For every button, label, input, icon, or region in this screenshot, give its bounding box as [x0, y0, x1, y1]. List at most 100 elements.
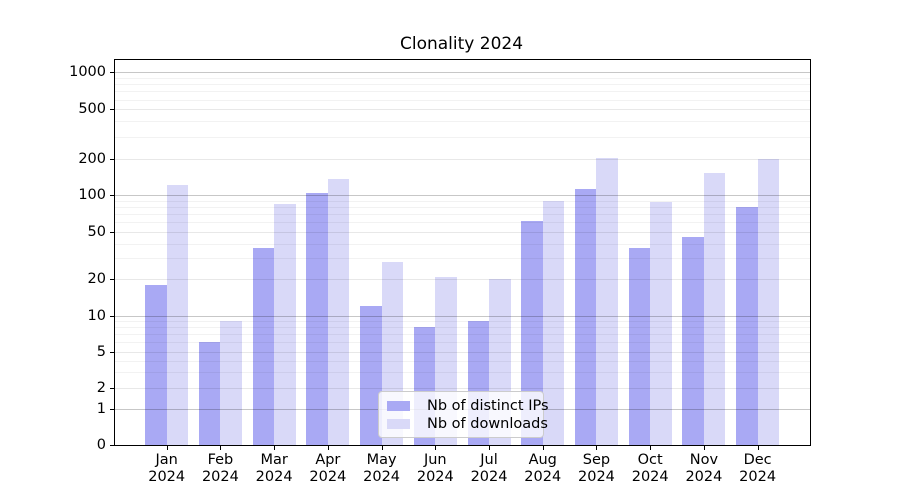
y-tick-label-1000: 1000: [69, 64, 106, 81]
x-tick-label-jan-2024: Jan 2024: [148, 452, 186, 485]
x-tick-label-jul-2024: Jul 2024: [470, 452, 508, 485]
bar-downloads-oct-2024: [650, 202, 672, 445]
x-tick-label-jun-2024: Jun 2024: [416, 452, 454, 485]
x-tick-label-feb-2024: Feb 2024: [201, 452, 239, 485]
gridline-400: [114, 121, 810, 123]
legend-swatch-downloads: [387, 418, 410, 430]
legend-label-distinct-ips: Nb of distinct IPs: [427, 398, 549, 414]
x-tick-mark: [542, 446, 544, 450]
gridline-4: [114, 360, 810, 362]
gridline-200: [114, 159, 810, 160]
y-tick-mark: [109, 388, 114, 390]
gridline-800: [114, 84, 810, 86]
x-tick-mark: [596, 446, 598, 450]
y-tick-mark: [109, 109, 114, 111]
gridline-700: [114, 91, 810, 93]
y-tick-label-100: 100: [78, 187, 106, 204]
bar-ips-apr-2024: [306, 192, 328, 445]
grid-layer: [114, 60, 810, 445]
x-tick-label-aug-2024: Aug 2024: [524, 452, 562, 485]
legend-item-distinct-ips: Nb of distinct IPs: [387, 397, 549, 415]
x-tick-mark: [381, 446, 383, 450]
y-tick-mark: [109, 232, 114, 233]
x-tick-mark: [650, 446, 652, 450]
gridline-6: [114, 342, 810, 344]
y-tick-mark: [109, 445, 114, 446]
bar-downloads-dec-2024: [757, 158, 780, 445]
x-tick-mark: [703, 446, 705, 450]
gridline-3: [114, 372, 810, 374]
y-tick-label-50: 50: [87, 224, 106, 240]
bar-downloads-sep-2024: [596, 157, 618, 445]
legend-item-downloads: Nb of downloads: [387, 415, 548, 433]
gridline-20: [114, 279, 810, 281]
gridline-300: [114, 137, 810, 138]
gridline-70: [114, 214, 810, 216]
legend: Nb of distinct IPs Nb of downloads: [378, 391, 549, 438]
bar-ips-feb-2024: [198, 342, 221, 445]
legend-swatch-distinct-ips: [387, 400, 410, 412]
bar-ips-aug-2024: [521, 220, 543, 445]
bar-ips-oct-2024: [628, 247, 651, 445]
x-tick-mark: [757, 446, 759, 450]
gridline-600: [114, 99, 810, 101]
bar-downloads-jan-2024: [166, 185, 189, 445]
y-tick-label-1: 1: [96, 401, 106, 418]
bar-downloads-apr-2024: [327, 178, 350, 445]
gridline-900: [114, 77, 810, 79]
x-tick-label-apr-2024: Apr 2024: [309, 452, 347, 485]
y-tick-mark: [109, 195, 114, 197]
y-tick-label-2: 2: [96, 380, 106, 397]
x-tick-mark: [274, 446, 276, 450]
gridline-1000: [114, 72, 810, 74]
x-tick-label-sep-2024: Sep 2024: [578, 452, 615, 485]
bar-downloads-aug-2024: [542, 200, 565, 445]
gridline-5: [114, 351, 810, 353]
bar-ips-mar-2024: [252, 247, 275, 445]
x-tick-label-may-2024: May 2024: [363, 452, 401, 485]
bar-downloads-feb-2024: [220, 321, 242, 445]
bar-ips-jan-2024: [145, 284, 167, 445]
gridline-50: [114, 232, 810, 233]
gridline-10: [114, 315, 810, 317]
plot-area: [113, 59, 811, 446]
gridline-500: [114, 109, 810, 111]
bar-downloads-nov-2024: [703, 173, 726, 445]
gridline-30: [114, 258, 810, 260]
bar-ips-may-2024: [360, 306, 382, 445]
legend-label-downloads: Nb of downloads: [427, 416, 548, 432]
gridline-7: [114, 334, 810, 336]
y-tick-label-0: 0: [96, 437, 106, 453]
y-tick-mark: [109, 351, 114, 353]
y-tick-label-5: 5: [96, 343, 106, 360]
bar-downloads-mar-2024: [274, 203, 296, 445]
x-tick-mark: [327, 446, 329, 450]
gridline-2: [114, 388, 810, 390]
x-tick-label-dec-2024: Dec 2024: [739, 452, 777, 485]
gridline-8: [114, 327, 810, 329]
x-tick-label-oct-2024: Oct 2024: [631, 452, 669, 485]
bar-ips-dec-2024: [736, 207, 758, 445]
y-tick-mark: [109, 159, 114, 160]
gridline-100: [114, 195, 810, 197]
bar-ips-sep-2024: [574, 188, 597, 445]
y-tick-label-200: 200: [78, 151, 106, 167]
y-tick-label-10: 10: [87, 307, 106, 324]
x-tick-mark: [489, 446, 491, 450]
bar-ips-nov-2024: [682, 237, 704, 445]
y-tick-mark: [109, 72, 114, 74]
x-tick-mark: [166, 446, 168, 450]
y-tick-label-20: 20: [87, 271, 106, 288]
x-tick-label-mar-2024: Mar 2024: [255, 452, 293, 485]
y-tick-label-500: 500: [78, 101, 106, 118]
gridline-9: [114, 321, 810, 323]
chart-title: Clonality 2024: [399, 34, 524, 54]
y-tick-mark: [109, 315, 114, 317]
x-tick-label-nov-2024: Nov 2024: [685, 452, 723, 485]
y-tick-mark: [109, 409, 114, 411]
y-tick-mark: [109, 279, 114, 281]
gridline-90: [114, 200, 810, 202]
gridline-80: [114, 207, 810, 209]
x-tick-mark: [435, 446, 437, 450]
